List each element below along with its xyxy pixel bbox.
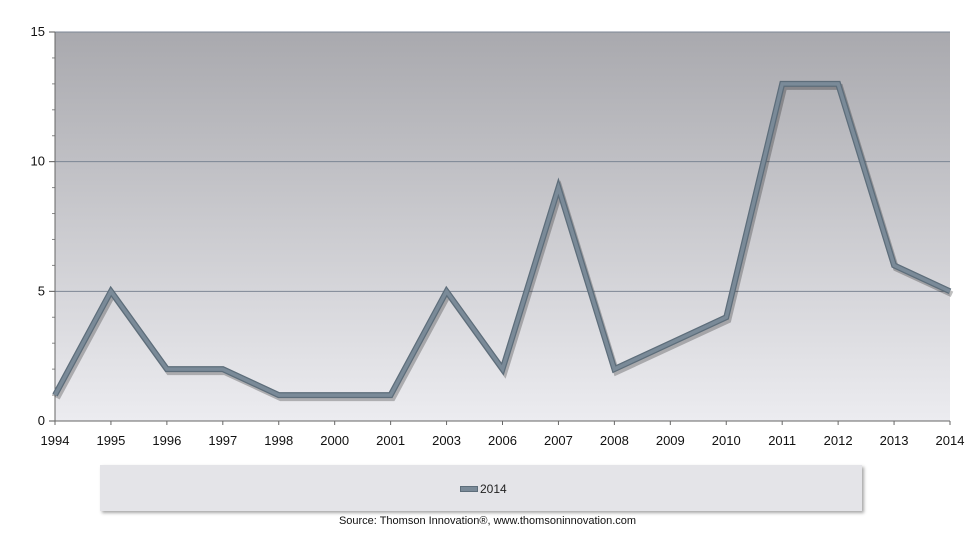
x-tick-label: 2014	[936, 433, 965, 448]
x-tick-label: 2001	[376, 433, 405, 448]
plot-area	[55, 32, 950, 421]
x-tick-label: 2006	[488, 433, 517, 448]
legend: 2014	[100, 465, 862, 511]
x-tick-label: 2012	[824, 433, 853, 448]
y-tick-label: 15	[31, 24, 45, 39]
x-tick-label: 1996	[152, 433, 181, 448]
x-tick-label: 2011	[768, 433, 796, 448]
x-tick-label: 2010	[712, 433, 741, 448]
y-tick-label: 5	[38, 283, 45, 298]
x-tick-label: 2007	[544, 433, 573, 448]
x-tick-label: 1998	[264, 433, 293, 448]
y-tick-label: 10	[31, 154, 45, 169]
x-tick-label: 2008	[600, 433, 629, 448]
x-tick-label: 1997	[208, 433, 237, 448]
source-note: Source: Thomson Innovation®, www.thomson…	[338, 515, 637, 527]
x-tick-label: 1995	[96, 433, 125, 448]
x-tick-label: 1994	[41, 433, 70, 448]
series-line	[53, 82, 951, 397]
y-tick-label: 0	[38, 413, 45, 428]
legend-label: 2014	[480, 482, 507, 496]
legend-swatch	[460, 486, 478, 492]
x-tick-label: 2000	[320, 433, 349, 448]
x-tick-label: 2013	[880, 433, 909, 448]
legend-item[interactable]: 2014	[460, 482, 507, 496]
x-tick-label: 2009	[656, 433, 685, 448]
x-tick-label: 2003	[432, 433, 461, 448]
